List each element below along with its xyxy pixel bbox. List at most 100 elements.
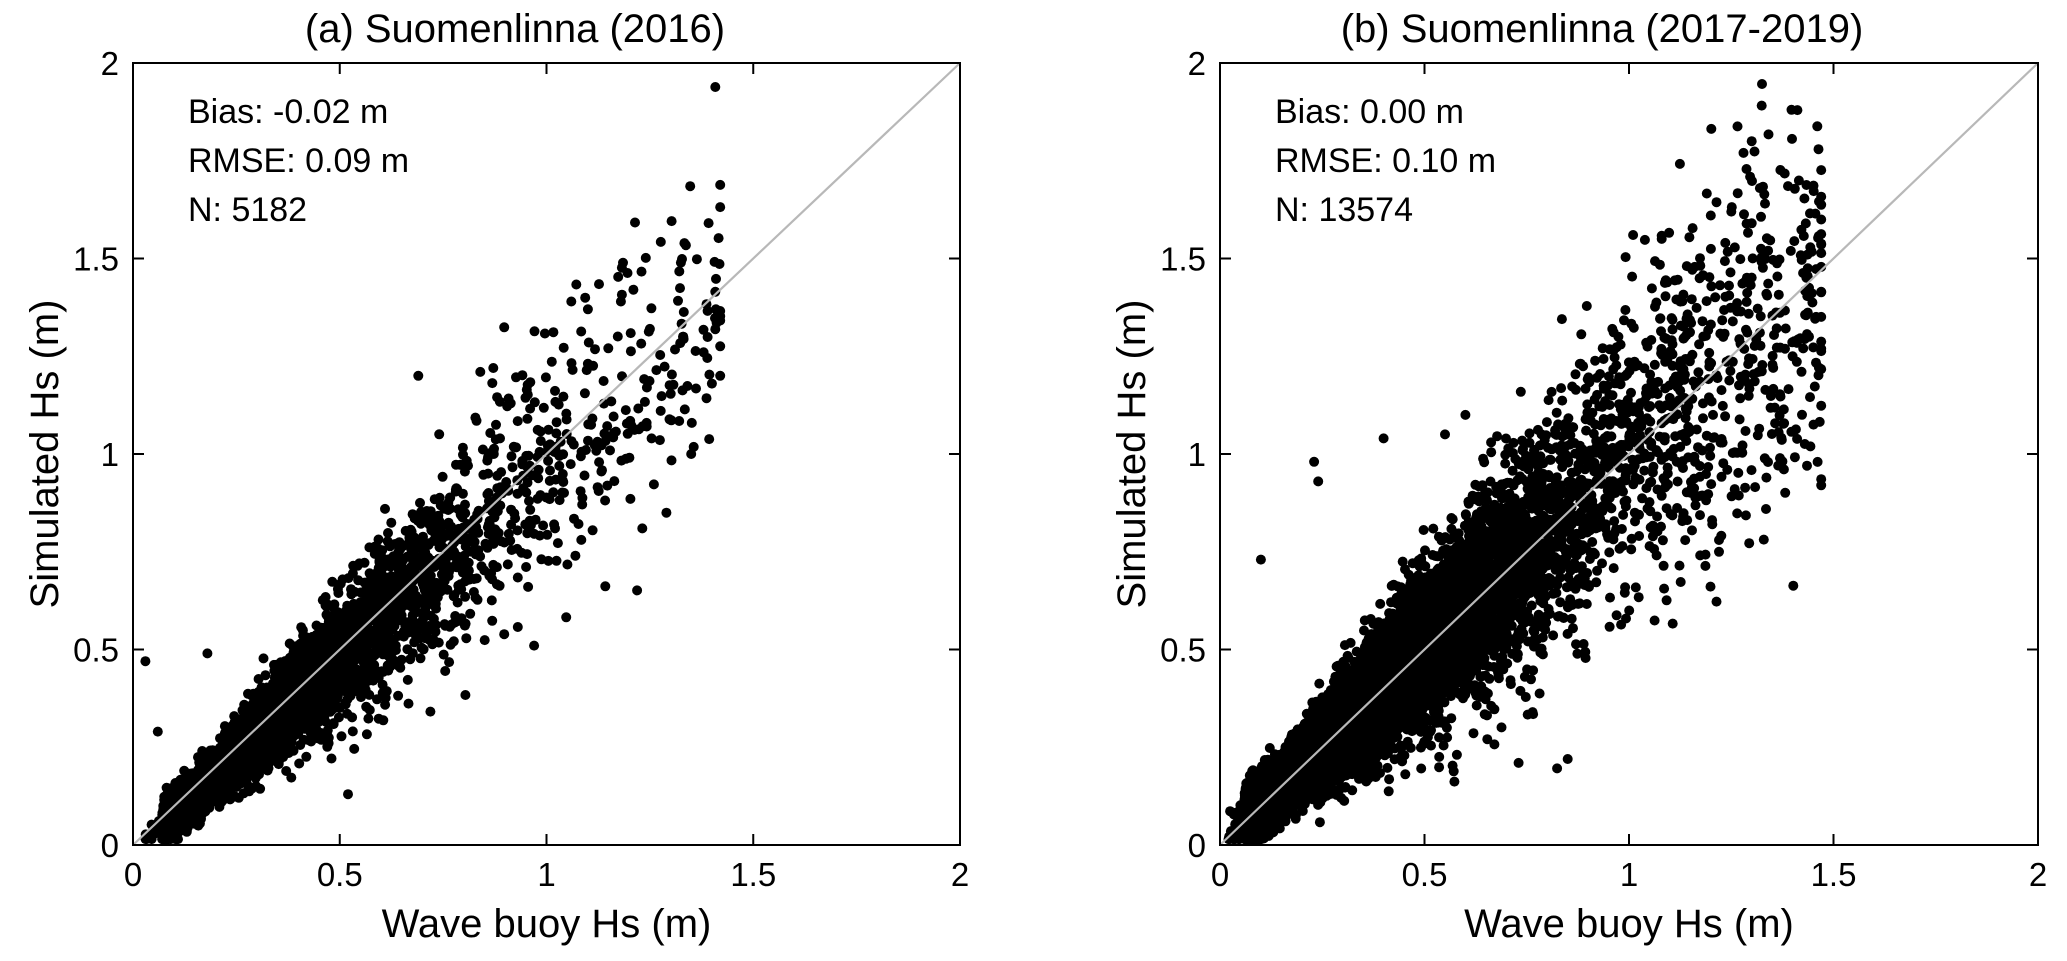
data-point	[567, 364, 578, 375]
data-point	[566, 436, 577, 447]
data-point	[583, 419, 594, 430]
data-point	[648, 479, 659, 490]
data-point	[393, 690, 404, 701]
data-point	[543, 455, 554, 466]
data-point	[262, 765, 273, 776]
data-point	[529, 528, 540, 539]
data-point	[538, 402, 549, 413]
data-point	[386, 517, 397, 528]
data-point	[486, 595, 497, 606]
data-point	[576, 446, 587, 457]
data-point	[358, 657, 369, 668]
data-point	[383, 528, 393, 538]
data-point	[347, 568, 358, 579]
data-point	[600, 495, 611, 506]
data-point	[482, 522, 493, 533]
data-point	[409, 532, 420, 543]
data-point	[482, 489, 493, 500]
data-point	[505, 535, 516, 546]
data-point	[324, 629, 335, 640]
data-point	[562, 559, 573, 570]
data-point	[483, 468, 494, 479]
data-point	[592, 436, 603, 447]
data-point	[600, 581, 611, 592]
data-point	[475, 551, 486, 562]
data-point	[418, 644, 429, 655]
data-point	[580, 292, 591, 303]
data-point	[512, 543, 523, 554]
data-point	[691, 254, 702, 265]
data-point	[422, 516, 433, 527]
data-point	[612, 331, 623, 342]
data-point	[460, 690, 471, 700]
data-point	[540, 372, 551, 383]
data-point	[273, 759, 284, 770]
data-point	[434, 492, 445, 503]
data-point	[620, 405, 631, 416]
data-point	[437, 471, 448, 482]
data-point	[685, 181, 696, 192]
data-point	[607, 430, 618, 441]
data-point	[425, 706, 436, 717]
data-point	[587, 525, 598, 536]
data-point	[495, 433, 505, 444]
data-point	[491, 579, 502, 590]
data-point	[395, 598, 406, 609]
data-point	[579, 470, 590, 481]
data-point	[403, 698, 414, 709]
data-point	[332, 635, 343, 646]
data-point	[512, 572, 523, 583]
data-point	[618, 257, 628, 268]
data-point	[315, 728, 326, 738]
data-point	[544, 475, 555, 486]
data-point	[703, 218, 714, 229]
data-point	[452, 597, 463, 608]
data-point	[512, 488, 523, 499]
data-point	[636, 266, 647, 277]
data-point	[476, 561, 487, 572]
data-point	[438, 649, 449, 660]
data-point	[471, 415, 482, 426]
data-point	[571, 279, 582, 290]
data-point	[346, 676, 356, 687]
data-point	[266, 686, 277, 697]
data-point	[606, 396, 617, 407]
data-point	[363, 713, 374, 724]
data-point	[535, 490, 546, 501]
scatter-panel-a: (a) Suomenlinna (2016) 0 0.5 1 1.5 2 0 0…	[23, 7, 969, 946]
data-point	[538, 520, 549, 531]
data-point	[520, 392, 531, 403]
data-point	[550, 385, 560, 396]
data-point	[666, 455, 677, 466]
data-point	[603, 343, 614, 354]
data-point	[651, 365, 662, 376]
data-point	[357, 645, 368, 656]
data-point	[565, 459, 576, 470]
data-point	[178, 824, 189, 834]
data-point	[479, 635, 490, 646]
data-point	[714, 259, 725, 269]
data-point	[664, 414, 675, 425]
data-point	[625, 346, 636, 357]
data-point	[679, 238, 690, 249]
data-point	[487, 378, 498, 389]
data-point	[633, 403, 644, 414]
data-point	[499, 322, 510, 333]
data-point	[452, 484, 463, 494]
data-point	[596, 466, 607, 477]
data-point	[364, 542, 375, 553]
data-point	[524, 496, 534, 506]
data-point	[522, 413, 533, 424]
data-point	[666, 369, 677, 380]
data-point	[429, 588, 440, 599]
data-point	[385, 541, 395, 552]
data-point	[349, 743, 360, 754]
data-point	[260, 670, 271, 681]
data-point	[398, 628, 409, 639]
data-point	[550, 523, 560, 534]
data-point	[436, 569, 447, 580]
data-point	[363, 675, 374, 686]
data-point	[450, 611, 461, 621]
data-point	[508, 441, 519, 452]
